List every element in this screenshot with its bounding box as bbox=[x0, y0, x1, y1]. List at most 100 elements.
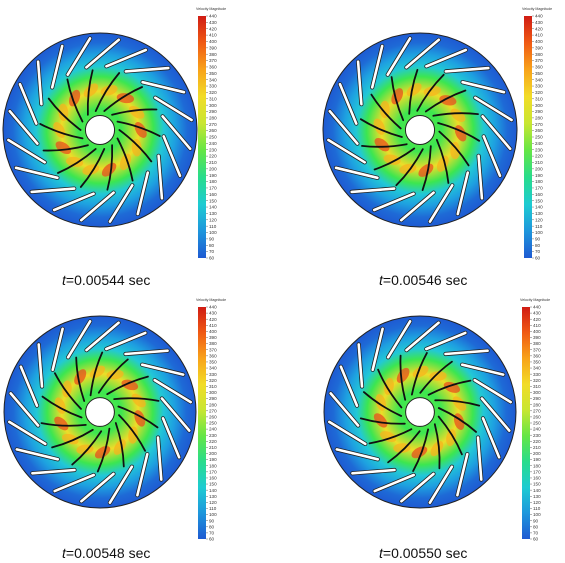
legend-tick-label: 430 bbox=[209, 20, 217, 25]
diffuser-vane bbox=[153, 378, 192, 404]
legend-tick-label: 220 bbox=[209, 154, 217, 159]
diffuser-vane bbox=[327, 138, 366, 164]
legend-tick-label: 190 bbox=[535, 173, 543, 178]
velocity-hotspot bbox=[383, 154, 401, 165]
velocity-hotspot bbox=[374, 138, 390, 152]
impeller-blade bbox=[117, 405, 159, 429]
impeller-blade bbox=[41, 395, 83, 419]
velocity-hotspot bbox=[116, 93, 135, 104]
diffuser-vane bbox=[405, 38, 441, 69]
legend-tick-label: 260 bbox=[535, 128, 543, 133]
impeller-blade bbox=[363, 391, 403, 417]
legend-tick-label: 390 bbox=[533, 335, 541, 340]
impeller-blade bbox=[94, 72, 121, 112]
diffuser-vane bbox=[52, 192, 95, 212]
legend-tick-label: 330 bbox=[209, 84, 217, 89]
diffuser-vane bbox=[400, 472, 435, 503]
legend-tick-label: 140 bbox=[535, 205, 543, 210]
diffuser-vane bbox=[372, 192, 415, 212]
legend-tick-label: 270 bbox=[209, 408, 217, 413]
legend-tick-label: 220 bbox=[533, 439, 541, 444]
impeller-blade bbox=[51, 428, 94, 449]
legend-tick-label: 140 bbox=[209, 205, 217, 210]
impeller-blade bbox=[359, 417, 406, 425]
impeller-blade bbox=[427, 379, 472, 396]
legend-tick-label: 370 bbox=[209, 58, 217, 63]
legend-tick-label: 300 bbox=[209, 390, 217, 395]
diffuser-vane bbox=[371, 327, 384, 372]
legend-tick-label: 160 bbox=[533, 476, 541, 481]
diffuser-vane bbox=[444, 66, 490, 73]
legend-tick-label: 370 bbox=[209, 347, 217, 352]
impeller-blade bbox=[419, 360, 453, 394]
velocity-hotspot bbox=[128, 426, 138, 444]
contour-panel-3: Velocity Magnitude 440 430 420 410 400 390 380 3… bbox=[0, 292, 282, 563]
impeller-blade bbox=[118, 129, 153, 163]
diffuser-vane bbox=[124, 349, 169, 356]
legend-tick-label: 70 bbox=[209, 530, 215, 535]
diffuser-vane bbox=[108, 465, 134, 504]
legend-tick-label: 260 bbox=[209, 128, 217, 133]
diffuser-vane bbox=[329, 392, 360, 427]
impeller-blade bbox=[116, 120, 161, 137]
legend-tick-label: 280 bbox=[209, 402, 217, 407]
impeller-blade bbox=[75, 356, 86, 402]
legend-tick-label: 380 bbox=[209, 52, 217, 57]
legend-tick-label: 140 bbox=[533, 488, 541, 493]
legend-tick-label: 280 bbox=[535, 115, 543, 120]
diffuser-vane bbox=[335, 448, 380, 461]
impeller-blade bbox=[432, 112, 479, 117]
legend-tick-label: 310 bbox=[209, 384, 217, 389]
diffuser-vane bbox=[8, 420, 47, 446]
diffuser-vane bbox=[157, 154, 164, 200]
legend-tick-label: 280 bbox=[533, 402, 541, 407]
legend-title: Velocity Magnitude bbox=[196, 298, 226, 302]
impeller-blade bbox=[86, 69, 94, 116]
legend-tick-label: 420 bbox=[209, 317, 217, 322]
hub-bore bbox=[404, 114, 436, 146]
legend-tick-label: 130 bbox=[533, 494, 541, 499]
legend-tick-label: 310 bbox=[535, 96, 543, 101]
legend-colorbar bbox=[524, 16, 532, 258]
legend-tick-label: 210 bbox=[535, 160, 543, 165]
legend-tick-label: 150 bbox=[535, 198, 543, 203]
legend-tick-label: 240 bbox=[209, 141, 217, 146]
legend-tick-label: 170 bbox=[209, 186, 217, 191]
velocity-hotspot bbox=[131, 393, 146, 408]
legend-tick-label: 440 bbox=[209, 305, 217, 310]
diffuser-vane bbox=[161, 115, 192, 151]
legend-tick-label: 160 bbox=[535, 192, 543, 197]
impeller-blade bbox=[373, 147, 416, 171]
diffuser-vane bbox=[136, 171, 150, 216]
legend-tick-label: 320 bbox=[533, 378, 541, 383]
legend-tick-label: 80 bbox=[209, 524, 215, 529]
legend-tick-label: 90 bbox=[535, 236, 541, 241]
legend-tick-label: 400 bbox=[535, 39, 543, 44]
legend-tick-label: 170 bbox=[533, 469, 541, 474]
legend-tick-label: 210 bbox=[209, 160, 217, 165]
hub-bore bbox=[85, 397, 115, 427]
impeller-blade bbox=[106, 375, 149, 396]
legend-tick-label: 130 bbox=[209, 211, 217, 216]
impeller-blade bbox=[361, 143, 408, 148]
legend-tick-label: 90 bbox=[209, 236, 215, 241]
legend-colorbar bbox=[522, 307, 530, 539]
legend-tick-label: 350 bbox=[533, 360, 541, 365]
legend-tick-label: 180 bbox=[533, 463, 541, 468]
velocity-contour-4 bbox=[323, 315, 517, 509]
diffuser-vane bbox=[19, 365, 39, 407]
legend-tick-label: 110 bbox=[535, 224, 543, 229]
impeller-blade bbox=[111, 108, 158, 116]
legend-tick-label: 410 bbox=[533, 323, 541, 328]
legend-tick-label: 410 bbox=[209, 33, 217, 38]
legend-tick-label: 380 bbox=[209, 341, 217, 346]
time-caption-1: t=0.00544 sec bbox=[62, 272, 151, 288]
legend-tick-label: 100 bbox=[209, 230, 217, 235]
legend-tick-label: 250 bbox=[533, 421, 541, 426]
diffuser-vane bbox=[328, 109, 359, 145]
impeller-blade bbox=[89, 351, 104, 397]
legend-tick-label: 290 bbox=[535, 109, 543, 114]
legend-tick-label: 340 bbox=[209, 77, 217, 82]
diffuser-vane bbox=[428, 184, 454, 223]
legend-tick-label: 110 bbox=[209, 506, 217, 511]
